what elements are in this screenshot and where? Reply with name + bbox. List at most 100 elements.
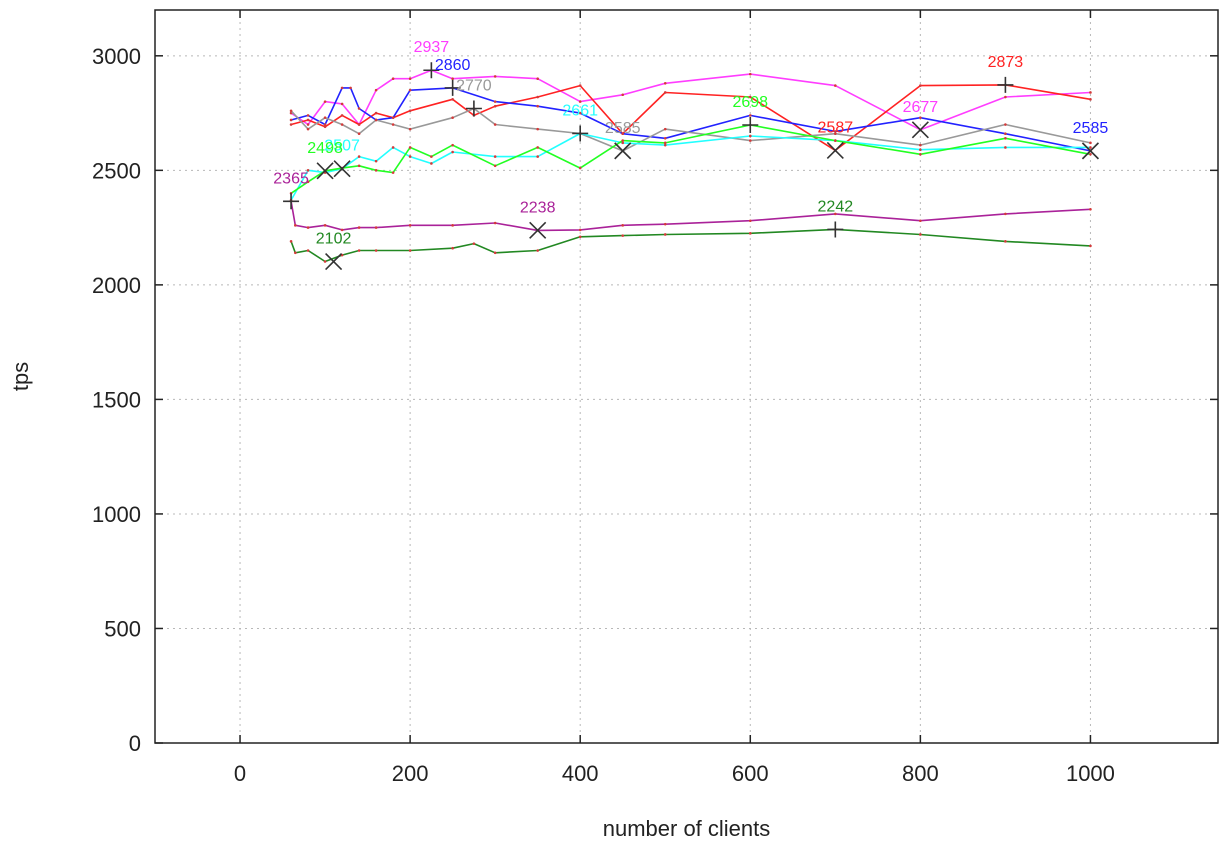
data-point (451, 150, 454, 154)
data-point (1004, 146, 1007, 149)
data-point (472, 242, 476, 245)
plus-marker (465, 100, 482, 117)
series-line-4 (290, 132, 1091, 201)
data-point (408, 77, 412, 81)
x-tick-label: 200 (392, 761, 429, 786)
data-point (340, 228, 344, 232)
x-axis-label: number of clients (603, 816, 771, 841)
data-point (621, 139, 625, 142)
data-point (408, 88, 412, 92)
data-point (323, 123, 327, 126)
data-point (289, 109, 293, 113)
data-point (621, 141, 625, 145)
data-point (748, 219, 752, 223)
data-point (536, 249, 539, 252)
x-tick-label: 1000 (1066, 761, 1115, 786)
data-point (663, 141, 667, 145)
series-line-1 (290, 84, 1091, 152)
data-point (391, 123, 395, 126)
data-point (919, 153, 922, 156)
data-point (306, 180, 310, 184)
data-label: 2365 (273, 170, 309, 187)
data-point (323, 116, 327, 119)
data-point (834, 130, 837, 133)
data-point (340, 102, 344, 106)
data-point (748, 114, 752, 117)
data-label: 2238 (520, 199, 556, 216)
data-point (374, 88, 378, 92)
data-point (357, 249, 361, 252)
data-point (493, 75, 497, 78)
series-line-7 (290, 228, 1091, 263)
data-label: 2770 (456, 77, 492, 94)
data-point (536, 104, 539, 108)
data-point (374, 111, 378, 115)
data-point (306, 118, 310, 122)
series-line-0 (290, 69, 1091, 131)
data-point (357, 155, 361, 158)
y-tick-label: 3000 (92, 44, 141, 69)
data-point (536, 127, 539, 131)
data-point (374, 169, 378, 172)
data-point (374, 226, 378, 229)
series-line-5 (290, 124, 1091, 194)
y-tick-label: 2500 (92, 158, 141, 183)
data-label: 2661 (562, 102, 598, 119)
data-point (1004, 95, 1007, 99)
data-point (430, 155, 433, 158)
data-point (493, 104, 497, 108)
data-point (663, 222, 667, 226)
data-point (391, 77, 395, 81)
cross-marker (529, 221, 547, 239)
data-point (289, 118, 293, 122)
data-point (748, 139, 752, 142)
data-point (578, 100, 582, 103)
data-point (408, 249, 412, 252)
data-label: 2937 (414, 39, 450, 56)
data-point (621, 93, 625, 97)
data-point (834, 84, 837, 87)
data-point (323, 100, 327, 103)
data-point (1089, 207, 1092, 211)
data-point (1089, 141, 1092, 145)
data-point (919, 143, 922, 147)
data-point (408, 155, 412, 158)
data-point (621, 234, 625, 237)
data-label: 2698 (732, 94, 768, 111)
data-point (536, 95, 539, 99)
plus-marker (423, 62, 440, 79)
data-label: 2873 (988, 54, 1024, 71)
data-point (663, 127, 667, 131)
data-point (919, 84, 922, 87)
data-point (451, 143, 454, 147)
data-point (289, 123, 293, 126)
data-point (1089, 146, 1092, 149)
data-point (493, 123, 497, 126)
data-point (578, 111, 582, 115)
data-point (391, 146, 395, 149)
data-point (1089, 244, 1092, 248)
data-point (536, 155, 539, 158)
data-point (578, 84, 582, 87)
data-label: 2677 (903, 99, 939, 116)
data-point (1004, 212, 1007, 216)
series-line-3 (290, 107, 1091, 152)
data-point (451, 77, 454, 81)
data-point (408, 109, 412, 113)
data-point (919, 219, 922, 223)
data-point (294, 251, 297, 255)
x-tick-label: 0 (234, 761, 246, 786)
data-point (1089, 91, 1092, 94)
data-point (340, 114, 344, 117)
x-tick-label: 400 (562, 761, 599, 786)
data-point (578, 228, 582, 232)
data-point (493, 164, 497, 168)
data-label: 2860 (435, 57, 471, 74)
data-point (536, 77, 539, 81)
plus-marker (283, 193, 300, 210)
data-point (374, 118, 378, 122)
data-point (493, 251, 497, 255)
data-point (621, 132, 625, 135)
data-point (578, 235, 582, 239)
